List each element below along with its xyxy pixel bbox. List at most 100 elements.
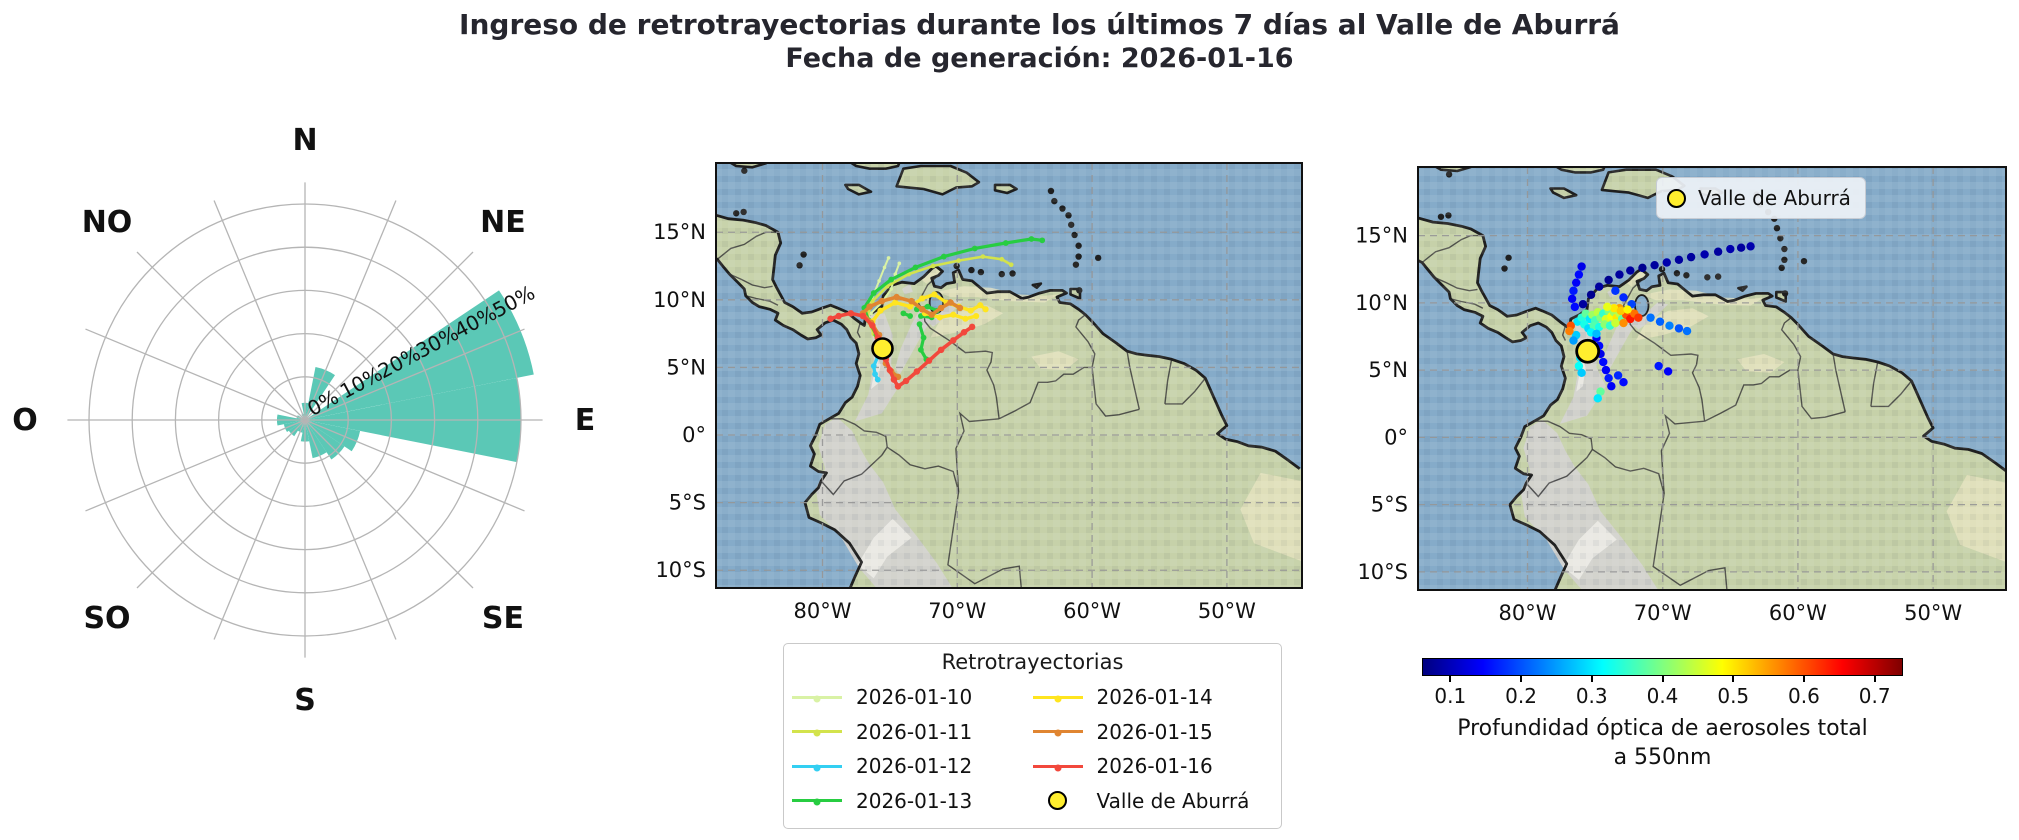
legend-line-dot xyxy=(813,764,821,772)
aod-point xyxy=(1655,317,1665,326)
trajectory-point xyxy=(982,306,989,313)
legend-entry-2026-01-10: 2026-01-10 xyxy=(792,680,1033,715)
aod-point xyxy=(1713,247,1723,256)
colorbar-tick-label: 0.5 xyxy=(1717,684,1750,708)
windrose-direction-label-SE: SE xyxy=(482,601,524,636)
trajectory-point xyxy=(847,310,855,317)
legend-entry-2026-01-15: 2026-01-15 xyxy=(1032,715,1274,750)
trajectory-point xyxy=(890,376,898,383)
trajectory-point xyxy=(892,299,899,306)
lat-tick-label: 10°S xyxy=(1357,560,1408,584)
colorbar-tick xyxy=(1732,676,1735,682)
trajectory-point xyxy=(956,258,961,263)
map1-content xyxy=(716,163,1302,588)
aod-point xyxy=(1726,244,1735,254)
trajectory-point xyxy=(877,279,881,283)
aod-point xyxy=(1586,290,1596,299)
figure-title: Ingreso de retrotrayectorias durante los… xyxy=(459,8,1620,41)
trajectory-point xyxy=(893,293,900,301)
colorbar-tick xyxy=(1873,676,1876,682)
windrose-spoke xyxy=(85,419,306,512)
aod-point xyxy=(1626,266,1635,275)
aod-point xyxy=(1613,371,1623,380)
trajectory-point xyxy=(869,311,873,316)
legend-marker-sample xyxy=(1033,791,1083,811)
lat-tick-label: 10°N xyxy=(653,288,706,312)
windrose-direction-label-E: E xyxy=(575,403,596,438)
windrose-spoke xyxy=(213,419,306,640)
trajectories-legend: Retrotrayectorias 2026-01-10 2026-01-11 20… xyxy=(783,643,1282,829)
legend-entry-label: 2026-01-14 xyxy=(1096,685,1213,710)
trajectories-map: 80°W 70°W 60°W 50°W 15°N 10°N 5°N 0° 5°S 10°S xyxy=(653,162,1303,623)
valle-de-aburra-marker xyxy=(871,337,894,360)
aod-point xyxy=(1599,357,1608,367)
windrose-spoke xyxy=(136,251,306,421)
legend-line-sample xyxy=(792,729,842,737)
lat-tick-label: 5°S xyxy=(1371,493,1408,517)
lat-tick-label: 0° xyxy=(1384,425,1408,449)
aod-point xyxy=(1674,324,1684,333)
trajectory-point xyxy=(947,299,954,306)
colorbar-tick-label: 0.6 xyxy=(1788,684,1820,708)
windrose-petal-ENE xyxy=(305,290,534,420)
legend-entry-label: 2026-01-13 xyxy=(856,788,973,813)
colorbar-tick xyxy=(1590,676,1593,682)
windrose-ring xyxy=(174,289,436,551)
windrose-direction-label-NO: NO xyxy=(82,205,133,240)
windrose-petal-SSE xyxy=(305,420,327,459)
lon-tick-label: 80°W xyxy=(793,599,851,623)
colorbar-tick-label: 0.7 xyxy=(1858,684,1891,708)
windrose-petal-NNE xyxy=(305,367,335,420)
aod-legend-label: Valle de Aburrá xyxy=(1698,186,1851,210)
aod-point xyxy=(1607,382,1616,391)
windrose-direction-label-SO: SO xyxy=(83,601,130,636)
raster-texture xyxy=(1418,167,2006,590)
trajectory-point xyxy=(919,295,926,302)
aod-point xyxy=(1604,373,1613,383)
colorbar-tick-label: 0.3 xyxy=(1575,684,1608,708)
lat-tick-label: 10°S xyxy=(655,558,706,582)
lat-tick-label: 5°N xyxy=(1368,358,1408,382)
trajectory-point xyxy=(956,304,964,312)
aod-point xyxy=(1565,326,1574,336)
valle-de-aburra-marker-icon xyxy=(1667,188,1686,208)
trajectory-point xyxy=(971,245,978,252)
colorbar-tick-label: 0.4 xyxy=(1646,684,1679,708)
lat-tick-label: 5°S xyxy=(669,491,706,515)
trajectory-point xyxy=(859,312,867,320)
legend-entry-2026-01-11: 2026-01-11 xyxy=(792,715,1033,750)
legend-entry-label: 2026-01-15 xyxy=(1096,719,1213,744)
trajectory-point xyxy=(928,311,935,318)
windrose-spoke xyxy=(85,328,306,421)
trajectory-point xyxy=(1002,240,1009,246)
aod-point xyxy=(1593,394,1603,403)
lon-tick-label: 70°W xyxy=(1634,601,1692,625)
legend-entry-label: 2026-01-12 xyxy=(856,754,973,779)
aod-point xyxy=(1682,326,1692,336)
aod-point xyxy=(1615,270,1624,279)
legend-line-dot xyxy=(813,695,821,703)
aod-point xyxy=(1574,361,1584,371)
legend-line-sample xyxy=(792,764,842,772)
trajectory-point xyxy=(894,383,902,390)
trajectory-point xyxy=(918,346,924,353)
legend-entry-2026-01-13: 2026-01-13 xyxy=(792,784,1033,819)
aod-point xyxy=(1619,318,1628,328)
trajectory-point xyxy=(888,276,895,283)
windrose-ring xyxy=(131,246,479,594)
trajectory-point xyxy=(870,290,877,296)
trajectory-point xyxy=(940,253,947,260)
trajectory-point xyxy=(866,303,873,310)
legend-entry-valle-de-aburra: Valle de Aburrá xyxy=(1033,784,1274,819)
lat-tick-label: 5°N xyxy=(666,355,706,379)
trajectory-point xyxy=(936,314,943,321)
trajectory-point xyxy=(886,366,894,374)
aod-point xyxy=(1571,278,1581,287)
colorbar-label-line2: a 550nm xyxy=(1613,745,1712,770)
legend-line-dot xyxy=(1054,695,1061,703)
trajectory-point xyxy=(889,287,894,291)
aod-point xyxy=(1634,313,1643,322)
windrose-spoke xyxy=(304,419,525,512)
trajectory-point xyxy=(874,376,881,383)
